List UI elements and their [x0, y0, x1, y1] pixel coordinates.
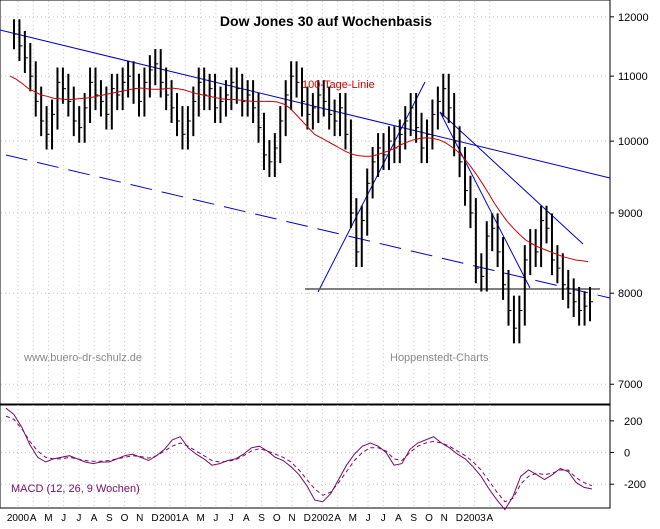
y-tick-label: 12000 [618, 12, 649, 24]
x-tick-label: A [487, 513, 494, 524]
y-tick-label: 11000 [618, 71, 648, 83]
x-tick-label: O [425, 513, 433, 524]
series-lines [5, 75, 593, 511]
x-tick-labels: 2000 A M J J A S O N D 2001 A M J J A S O N D 2002 A M J J A S O N D 2… [7, 513, 494, 524]
y-tick-label: 9000 [618, 208, 642, 220]
x-tick-label: 2000 [7, 513, 30, 524]
x-tick-label: S [258, 513, 265, 524]
ma-series-label: 100-Tage-Linie [302, 79, 375, 91]
x-tick-label: 2003 [463, 513, 486, 524]
macd-signal-line [5, 415, 593, 503]
x-tick-label: S [106, 513, 113, 524]
x-tick-label: M [196, 513, 204, 524]
x-tick-label: M [44, 513, 52, 524]
x-tick-label: N [441, 513, 448, 524]
x-tick-label: 2002 [311, 513, 334, 524]
macd-label: MACD (12, 26, 9 Wochen) [11, 483, 140, 495]
macd-tick-label: 200 [624, 416, 642, 428]
x-tick-label: O [121, 513, 129, 524]
x-tick-label: J [213, 513, 218, 524]
main-panel-frame [0, 0, 611, 405]
y-tick-labels: 7000 8000 9000 10000 11000 12000 200 0 -200 [610, 12, 649, 491]
x-tick-label: M [349, 513, 357, 524]
x-tick-label: A [243, 513, 250, 524]
x-tick-label: A [334, 513, 341, 524]
x-tick-label: D [456, 513, 463, 524]
x-tick-label: D [304, 513, 311, 524]
moving-average-line [9, 75, 589, 263]
macd-tick-label: -200 [624, 479, 646, 491]
x-tick-label: J [76, 513, 81, 524]
y-tick-label: 10000 [618, 136, 649, 148]
source-annotation: www.buero-dr-schulz.de [23, 352, 142, 364]
trend-line [317, 81, 426, 293]
x-tick-label: A [182, 513, 189, 524]
macd-panel-frame [0, 404, 611, 509]
y-tick-label: 8000 [618, 288, 642, 300]
x-tick-label: J [381, 513, 386, 524]
x-tick-label: N [136, 513, 143, 524]
x-tick-label: A [395, 513, 402, 524]
x-tick-label: J [61, 513, 66, 524]
macd-line [5, 407, 593, 511]
x-tick-label: J [366, 513, 371, 524]
trend-line [0, 29, 611, 179]
trend-line [439, 111, 584, 245]
x-tick-label: A [30, 513, 37, 524]
x-tick-label: O [273, 513, 281, 524]
x-tick-label: D [151, 513, 158, 524]
provider-annotation: Hoppenstedt-Charts [390, 352, 489, 364]
x-tick-label: N [288, 513, 295, 524]
x-tick-label: A [91, 513, 98, 524]
macd-tick-label: 0 [624, 448, 630, 460]
x-tick-label: 2001 [159, 513, 182, 524]
chart-title: Dow Jones 30 auf Wochenbasis [220, 13, 432, 29]
x-tick-label: J [229, 513, 234, 524]
x-tick-label: S [410, 513, 417, 524]
price-bars [13, 19, 593, 344]
y-tick-label: 7000 [618, 379, 642, 391]
